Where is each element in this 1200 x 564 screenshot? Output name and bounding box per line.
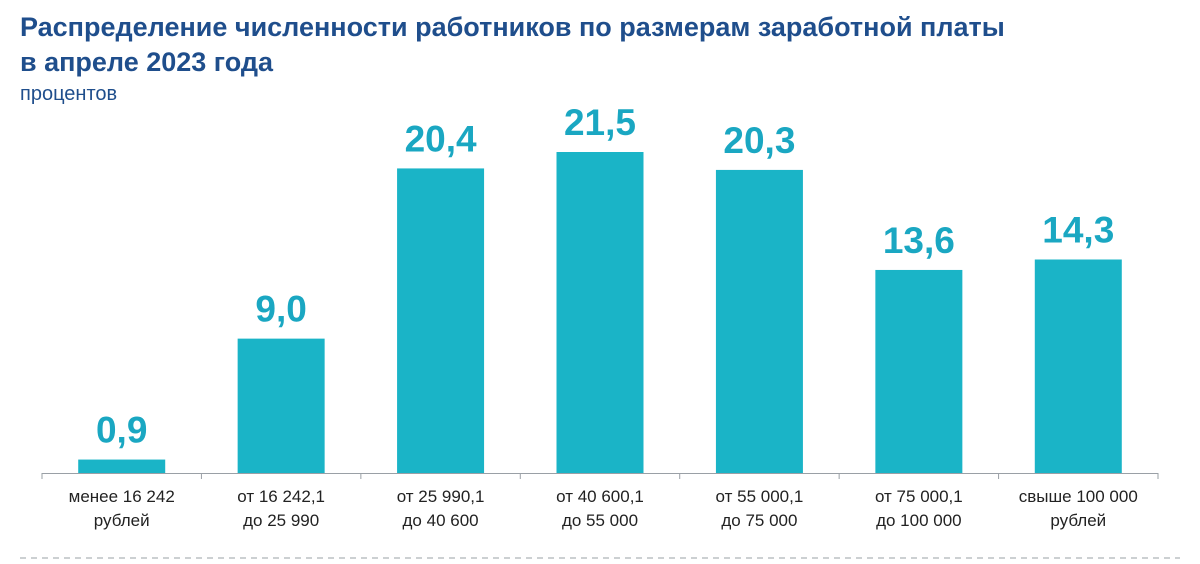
chart-title: Распределение численности работников по …: [20, 10, 1005, 80]
chart-title-line-1: Распределение численности работников по …: [20, 12, 1005, 42]
category-label-2-line-1: от 16 242,1: [237, 487, 325, 506]
category-label-4-line-1: от 40 600,1: [556, 487, 644, 506]
category-label-7-line-2: рублей: [1050, 511, 1106, 530]
data-label-4: 21,5: [564, 102, 636, 143]
category-label-3-line-1: от 25 990,1: [397, 487, 485, 506]
category-label-5-line-1: от 55 000,1: [716, 487, 804, 506]
data-label-5: 20,3: [723, 120, 795, 161]
chart-title-line-2: в апреле 2023 года: [20, 47, 273, 77]
data-label-2: 9,0: [255, 289, 306, 330]
bar-6: [875, 269, 963, 473]
data-label-7: 14,3: [1042, 209, 1114, 250]
category-label-4-line-2: до 55 000: [562, 511, 638, 530]
category-label-6-line-1: от 75 000,1: [875, 487, 963, 506]
category-label-5-line-2: до 75 000: [721, 511, 797, 530]
bar-3: [397, 168, 485, 473]
bar-2: [237, 338, 325, 473]
category-label-2-line-2: до 25 990: [243, 511, 319, 530]
category-label-7-line-1: свыше 100 000: [1019, 487, 1138, 506]
data-label-1: 0,9: [96, 410, 147, 451]
bar-1: [78, 459, 166, 473]
category-label-6-line-2: до 100 000: [876, 511, 962, 530]
bar-7: [1034, 259, 1122, 473]
category-label-1-line-2: рублей: [94, 511, 150, 530]
category-label-3-line-2: до 40 600: [403, 511, 479, 530]
data-label-6: 13,6: [883, 220, 955, 261]
data-label-3: 20,4: [405, 118, 477, 159]
bar-5: [715, 169, 803, 474]
category-label-1-line-1: менее 16 242: [69, 487, 175, 506]
chart-subtitle: процентов: [20, 83, 118, 105]
bar-4: [556, 152, 644, 473]
